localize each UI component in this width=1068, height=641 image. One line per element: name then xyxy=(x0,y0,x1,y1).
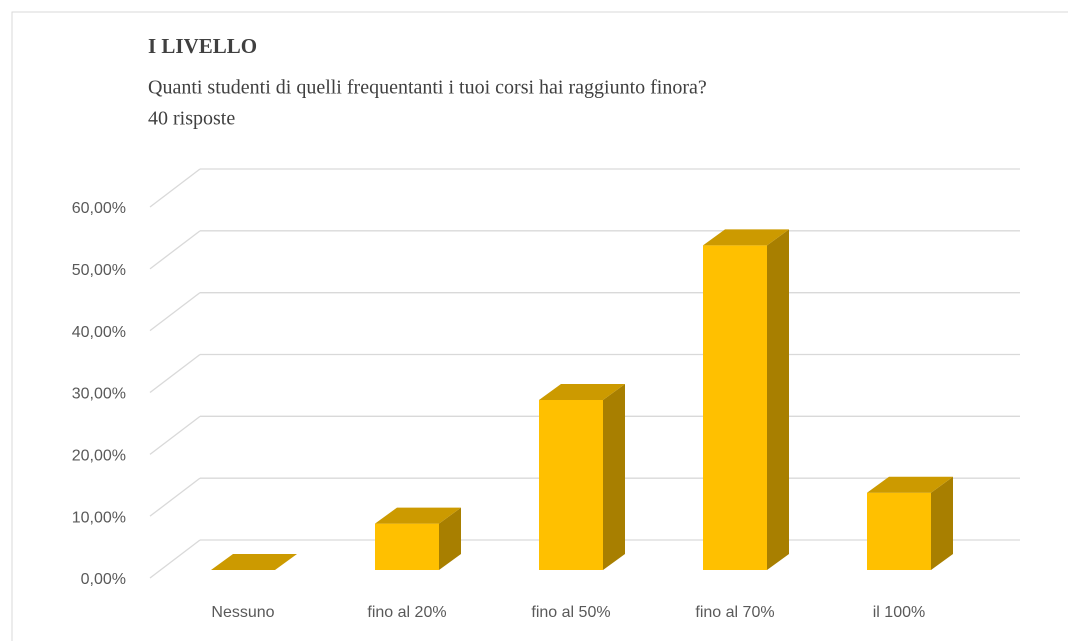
x-tick-label: fino al 20% xyxy=(367,604,446,621)
y-tick-label: 50,00% xyxy=(72,262,126,279)
y-tick-label: 20,00% xyxy=(72,448,126,465)
bar-side xyxy=(767,229,789,570)
chart-subtitle: Quanti studenti di quelli frequentanti i… xyxy=(148,77,707,99)
bar xyxy=(539,399,603,570)
bar-top xyxy=(539,383,625,400)
x-tick-label: fino al 50% xyxy=(531,604,610,621)
bar-top xyxy=(375,507,461,524)
bar-side xyxy=(603,383,625,570)
x-tick-label: Nessuno xyxy=(211,604,274,621)
chart-note: 40 risposte xyxy=(148,108,235,130)
bar xyxy=(867,492,931,570)
bar-top xyxy=(211,554,297,570)
grid-line xyxy=(149,292,201,332)
grid-line xyxy=(149,168,201,208)
y-tick-label: 60,00% xyxy=(72,200,126,217)
bar-side xyxy=(931,476,953,570)
y-tick-label: 0,00% xyxy=(81,571,126,588)
grid-line xyxy=(149,415,201,455)
grid-line xyxy=(149,230,201,270)
bar-top xyxy=(867,476,953,493)
grid-line xyxy=(149,353,201,394)
y-tick-label: 30,00% xyxy=(72,386,126,403)
bar-top xyxy=(703,229,789,246)
grid-line xyxy=(149,539,201,579)
chart-title: I LIVELLO xyxy=(148,34,257,58)
bar xyxy=(703,245,767,570)
bar-side xyxy=(439,507,461,570)
grid-line xyxy=(149,477,201,517)
bar xyxy=(375,523,439,570)
x-tick-label: fino al 70% xyxy=(695,604,774,621)
y-tick-label: 10,00% xyxy=(72,509,126,526)
x-tick-label: il 100% xyxy=(873,604,925,621)
y-tick-label: 40,00% xyxy=(72,324,126,341)
